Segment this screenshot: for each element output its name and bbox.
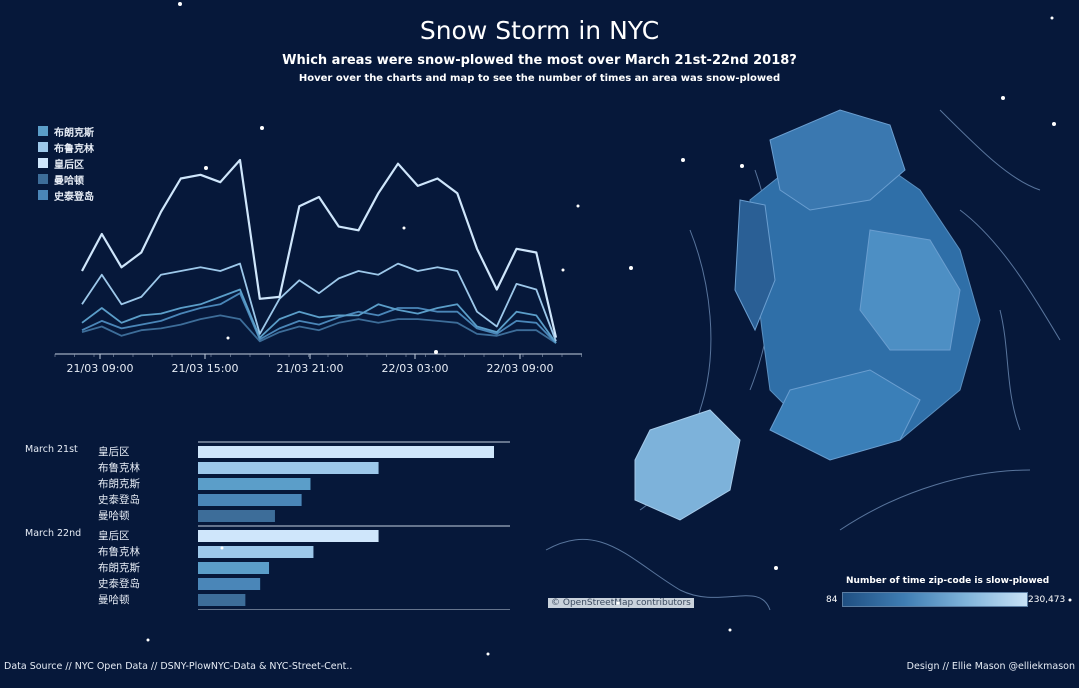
bar[interactable]: [198, 562, 270, 574]
bar-category-label: 皇后区: [98, 529, 130, 542]
legend-item[interactable]: 史泰登岛: [38, 187, 94, 203]
bar[interactable]: [198, 462, 379, 474]
bar-category-label: 布朗克斯: [98, 561, 140, 574]
map-legend-min: 84: [826, 595, 838, 605]
map-legend-max: 230,473: [1028, 595, 1066, 605]
bar[interactable]: [198, 578, 261, 590]
map-staten-island[interactable]: [634, 409, 741, 521]
map-legend-title: Number of time zip-code is slow-plowed: [846, 576, 1050, 586]
bar[interactable]: [198, 546, 314, 558]
x-tick-label: 21/03 21:00: [277, 362, 344, 375]
map-queens[interactable]: [859, 229, 961, 351]
bar[interactable]: [198, 494, 302, 506]
line-series[interactable]: [81, 158, 558, 338]
legend-label: 布鲁克林: [54, 143, 94, 155]
x-tick-label: 21/03 15:00: [172, 362, 239, 375]
map-manhattan[interactable]: [734, 199, 776, 332]
bar[interactable]: [198, 446, 494, 458]
bar[interactable]: [198, 530, 379, 542]
bar[interactable]: [198, 510, 275, 522]
legend-swatch: [38, 190, 48, 200]
data-source: Data Source // NYC Open Data // DSNY-Plo…: [4, 661, 353, 672]
bar-category-label: 曼哈顿: [98, 509, 130, 522]
x-tick-label: 22/03 09:00: [487, 362, 554, 375]
bar[interactable]: [198, 478, 311, 490]
map-legend-gradient: [842, 592, 1028, 607]
map-coastlines: [545, 109, 1061, 611]
bar-category-label: 皇后区: [98, 445, 130, 458]
osm-attribution[interactable]: © OpenStreetMap contributors: [548, 598, 694, 608]
legend-swatch: [38, 174, 48, 184]
legend-item[interactable]: 布鲁克林: [38, 139, 94, 155]
legend-item[interactable]: 皇后区: [38, 155, 94, 171]
x-tick-label: 22/03 03:00: [382, 362, 449, 375]
line-chart-legend: 布朗克斯 布鲁克林 皇后区 曼哈顿 史泰登岛: [38, 123, 94, 203]
nyc-map[interactable]: [540, 90, 1079, 620]
bar-category-label: 史泰登岛: [98, 493, 140, 506]
legend-label: 史泰登岛: [54, 191, 94, 203]
design-credit: Design // Ellie Mason @elliekmason: [906, 661, 1075, 672]
line-chart[interactable]: 21/03 09:00 21/03 15:00 21/03 21:00 22/03 0…: [0, 0, 600, 390]
group-label: March 21st: [25, 444, 78, 455]
line-series[interactable]: [81, 262, 557, 342]
legend-swatch: [38, 126, 48, 136]
legend-swatch: [38, 158, 48, 168]
bar[interactable]: [198, 594, 246, 606]
map-brooklyn[interactable]: [769, 369, 921, 461]
bar-category-label: 布朗克斯: [98, 477, 140, 490]
bar-category-label: 史泰登岛: [98, 577, 140, 590]
legend-label: 布朗克斯: [54, 127, 94, 139]
page-title: Snow Storm in NYC: [419, 16, 660, 45]
bar-category-label: 曼哈顿: [98, 593, 130, 606]
map-bronx[interactable]: [769, 109, 906, 211]
x-tick-label: 21/03 09:00: [67, 362, 134, 375]
legend-label: 曼哈顿: [54, 175, 84, 187]
legend-label: 皇后区: [54, 159, 84, 171]
group-label: March 22nd: [25, 528, 81, 539]
legend-swatch: [38, 142, 48, 152]
legend-item[interactable]: 曼哈顿: [38, 171, 94, 187]
hover-hint: Hover over the charts and map to see the…: [298, 73, 781, 84]
line-series[interactable]: [81, 288, 557, 344]
legend-item[interactable]: 布朗克斯: [38, 123, 94, 139]
line-series[interactable]: [81, 314, 557, 344]
bar-category-label: 布鲁克林: [98, 545, 140, 558]
line-series[interactable]: [81, 292, 557, 344]
bar-category-label: 布鲁克林: [98, 461, 140, 474]
page-subtitle: Which areas were snow-plowed the most ov…: [282, 53, 797, 68]
